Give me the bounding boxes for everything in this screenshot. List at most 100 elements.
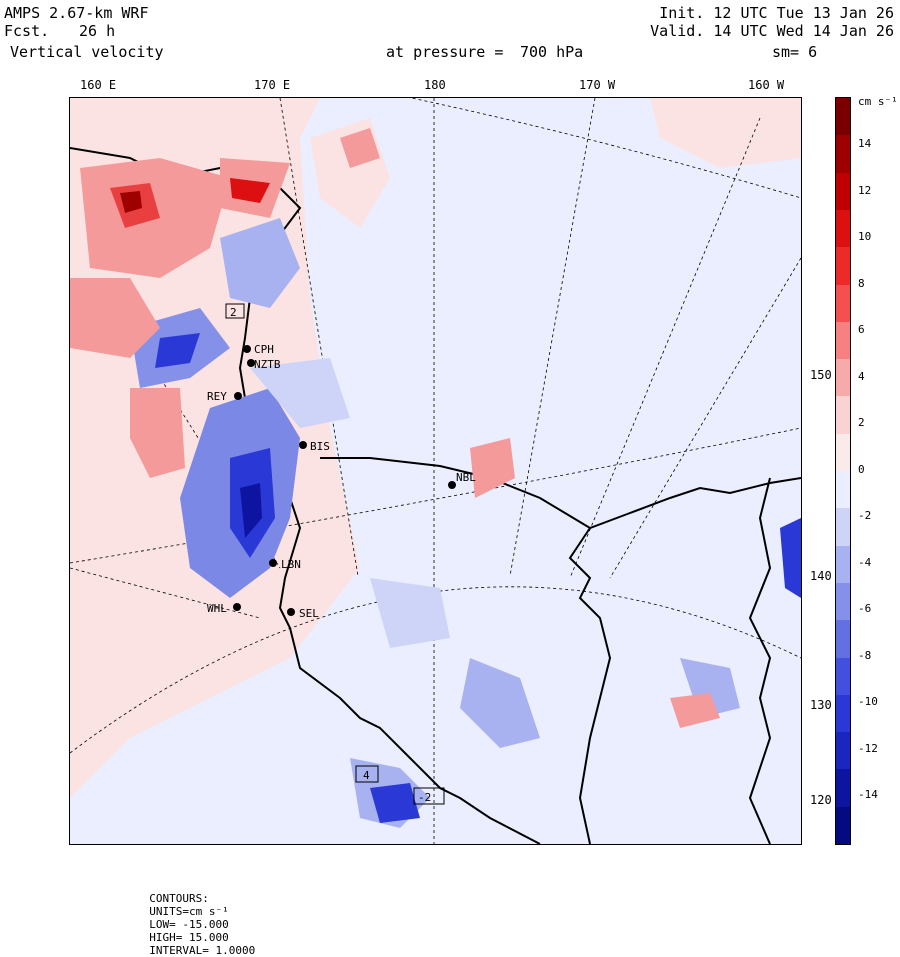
station-label-nbl: NBL — [456, 471, 476, 484]
lon-tick-160w: 160 W — [748, 78, 785, 92]
station-dot-rey — [234, 392, 242, 400]
colorbar-label: 4 — [858, 369, 865, 383]
lon-tick-160e: 160 E — [80, 78, 117, 92]
colorbar-segment — [836, 545, 850, 584]
descent-region — [780, 518, 801, 598]
ascent-region — [340, 128, 380, 168]
colorbar-label: -10 — [858, 695, 878, 708]
grounding-line — [748, 477, 772, 844]
lon-tick-170e: 170 E — [254, 78, 291, 92]
units-label: UNITS=cm s⁻¹ — [149, 905, 229, 918]
colorbar-segment — [836, 172, 850, 211]
colorbar-segment — [836, 247, 850, 285]
station-dot-whl — [233, 603, 241, 611]
colorbar-segment — [836, 620, 850, 658]
descent-region — [220, 218, 300, 308]
colorbar-segment — [836, 209, 850, 248]
colorbar-segment — [836, 359, 850, 397]
colorbar-segment — [836, 321, 850, 360]
descent-region — [240, 483, 262, 538]
station-label-nztb: NZTB — [254, 358, 281, 371]
valid-time: Valid. 14 UTC Wed 14 Jan 26 — [650, 22, 894, 40]
station-label-rey: REY — [207, 390, 227, 403]
colorbar-label: -12 — [858, 741, 878, 755]
box-marker — [413, 787, 445, 805]
descent-region — [460, 658, 540, 748]
colorbar-segment — [836, 284, 850, 323]
contour-info: CONTOURS: UNITS=cm s⁻¹ LOW= -15.000 HIGH… — [136, 879, 255, 957]
positive-region — [70, 738, 130, 798]
station-label-lbn: LBN — [281, 558, 301, 571]
vertical-velocity-map: 2 4 -2 CPH NZTB REY BIS NBL LBN WHL SEL — [69, 97, 802, 845]
lon-tick-170w: 170 W — [579, 78, 616, 92]
colorbar-label: 0 — [858, 462, 865, 476]
station-dot-nbl — [448, 481, 456, 489]
box-label: -2 — [418, 791, 431, 804]
descent-region — [370, 783, 420, 823]
init-time: Init. 12 UTC Tue 13 Jan 26 — [659, 4, 894, 22]
descent-region — [250, 358, 350, 428]
colorbar-label: -2 — [858, 509, 872, 522]
grounding-line — [568, 527, 612, 844]
station-dot-bis — [299, 441, 307, 449]
contours-label: CONTOURS: — [149, 892, 209, 905]
colorbar-label: -14 — [858, 788, 878, 801]
ascent-region — [70, 278, 160, 358]
high-value: HIGH= 15.000 — [149, 931, 229, 944]
ascent-region — [670, 693, 720, 728]
station-label-cph: CPH — [254, 343, 274, 356]
colorbar-segment — [836, 769, 850, 808]
ascent-region — [120, 191, 142, 213]
colorbar-segment — [836, 657, 850, 696]
colorbar-segment — [836, 806, 850, 845]
box-label: 2 — [230, 306, 237, 319]
ice-shelf-edge — [320, 457, 801, 530]
map-canvas: 2 4 -2 CPH NZTB REY BIS NBL LBN WHL SEL — [70, 98, 801, 844]
forecast-hour: 26 h — [79, 22, 116, 40]
station-dot-nztb — [247, 359, 255, 367]
descent-region — [370, 578, 450, 648]
colorbar-label: -6 — [858, 602, 872, 615]
station-dot-lbn — [269, 559, 277, 567]
colorbar-segment — [836, 396, 850, 435]
ascent-region — [130, 388, 185, 478]
colorbar-segment — [836, 582, 850, 621]
colorbar-label: 8 — [858, 276, 865, 290]
lon-tick-180: 180 — [424, 78, 446, 92]
box-marker — [225, 303, 245, 319]
station-label-whl: WHL — [207, 602, 227, 615]
colorbar-label: -4 — [858, 555, 872, 569]
ascent-region — [230, 178, 270, 203]
station-dot-cph — [243, 345, 251, 353]
colorbar-segment — [836, 732, 850, 770]
pressure-label: at pressure = — [386, 43, 504, 61]
colorbar-label: 2 — [858, 416, 865, 429]
pressure-value: 700 hPa — [520, 43, 584, 61]
station-label-sel: SEL — [299, 607, 319, 620]
model-title: AMPS 2.67-km WRF — [4, 4, 149, 22]
colorbar-segment — [836, 135, 850, 174]
positive-region — [650, 98, 801, 168]
station-markers — [233, 345, 456, 616]
forecast-label: Fcst. — [4, 22, 50, 40]
colorbar-units: cm s⁻¹ — [858, 95, 898, 108]
colorbar-segment — [836, 433, 850, 472]
colorbar-label: -8 — [858, 648, 872, 662]
colorbar-segment — [836, 98, 850, 136]
low-value: LOW= -15.000 — [149, 918, 229, 931]
colorbar-label: 14 — [858, 137, 872, 150]
colorbar-segment — [836, 471, 850, 509]
interval-value: INTERVAL= 1.0000 — [149, 944, 256, 957]
colorbar-label: 6 — [858, 323, 865, 336]
colorbar — [835, 97, 851, 845]
station-dot-sel — [287, 608, 295, 616]
descent-region — [155, 333, 200, 368]
colorbar-segment — [836, 694, 850, 733]
colorbar-label: 10 — [858, 230, 872, 243]
positive-region — [310, 118, 390, 228]
colorbar-segment — [836, 508, 850, 547]
box-label: 4 — [363, 769, 370, 782]
ascent-region — [470, 438, 515, 498]
station-label-bis: BIS — [310, 440, 330, 453]
smoothing-label: sm= 6 — [772, 43, 818, 61]
